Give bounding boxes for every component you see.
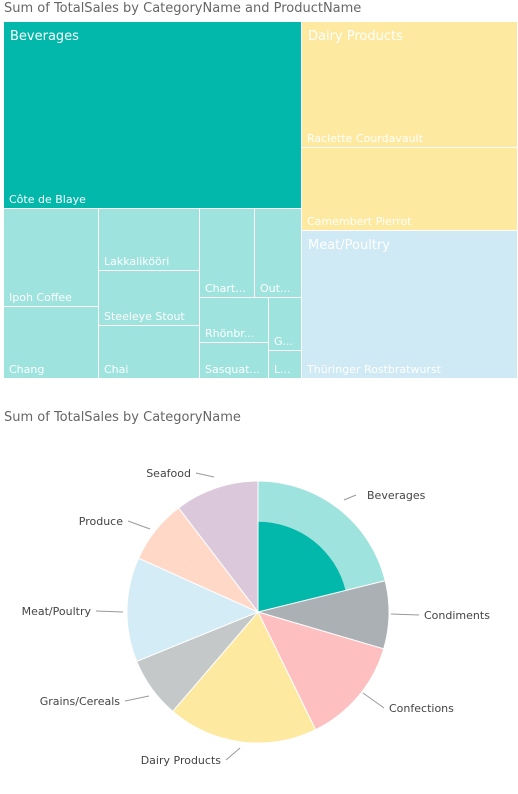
treemap-tile-c-te-de-blaye[interactable]: Beverages Côte de Blaye (4, 22, 302, 209)
treemap-tile-guaran-fant-stica[interactable]: G... (269, 298, 302, 351)
pie-slice-seafood[interactable] (177, 480, 259, 614)
product-label: Chang (9, 363, 45, 376)
leader-line-produce (127, 520, 151, 530)
product-label: G... (274, 335, 294, 348)
pie-label-beverages: Beverages (367, 489, 426, 502)
treemap-tile-chang[interactable]: Chang (4, 307, 99, 379)
product-label: Lakkalikööri (104, 255, 170, 268)
pie-chart[interactable]: Beverages Condiments Confections Dairy Prod… (0, 430, 518, 794)
leader-line-seafood (195, 472, 215, 478)
product-label: Camembert Pierrot (307, 215, 412, 228)
pie-label-seafood: Seafood (146, 467, 191, 480)
treemap-title: Sum of TotalSales by CategoryName and Pr… (4, 1, 362, 16)
pie-label-confections: Confections (389, 702, 454, 715)
treemap-tile-th-ringer-rostbratwurst[interactable]: Meat/Poultry Thüringer Rostbratwurst (302, 231, 518, 379)
pie-slice-confections[interactable] (257, 611, 385, 731)
product-label: Ipoh Coffee (9, 291, 72, 304)
leader-line-confections (362, 692, 385, 709)
leader-line-condiments (390, 613, 420, 616)
treemap-tile-steeleye-stout[interactable]: Steeleye Stout (99, 271, 200, 326)
pie-slice-dairy-products[interactable] (171, 611, 317, 744)
pie-slice-meat-poultry[interactable] (126, 557, 260, 663)
category-label: Beverages (10, 29, 79, 44)
product-label: Rhönbr... (205, 327, 255, 340)
treemap-tile-rh-nbr-u-klosterbier[interactable]: Rhönbr... (200, 298, 269, 343)
treemap-tile-outback-lager[interactable]: Out... (255, 209, 302, 298)
pie-title: Sum of TotalSales by CategoryName (4, 410, 241, 425)
pie-label-meat-poultry: Meat/Poultry (22, 605, 92, 618)
product-label: L... (274, 363, 291, 376)
pie-label-condiments: Condiments (424, 609, 490, 622)
product-label: Out... (260, 282, 291, 295)
treemap-tile-lakkalik-ri[interactable]: Lakkalikööri (99, 209, 200, 271)
category-label: Meat/Poultry (308, 238, 390, 253)
treemap-tile-laughing-lumberjack-lager[interactable]: L... (269, 351, 302, 379)
treemap-tile-chartreuse-verte[interactable]: Chart... (200, 209, 255, 298)
leader-line-grains-cereals (124, 695, 150, 702)
product-label: Chart... (205, 282, 246, 295)
treemap-tile-ipoh-coffee[interactable]: Ipoh Coffee (4, 209, 99, 307)
product-label: Steeleye Stout (104, 310, 185, 323)
product-label: Côte de Blaye (9, 193, 86, 206)
product-label: Sasquat... (205, 363, 260, 376)
pie-label-produce: Produce (79, 515, 123, 528)
category-label: Dairy Products (308, 29, 403, 44)
leader-line-meat-poultry (95, 610, 124, 613)
treemap-tile-sasquatch-ale[interactable]: Sasquat... (200, 343, 269, 379)
treemap-tile-chai[interactable]: Chai (99, 326, 200, 379)
leader-line-dairy-products (225, 747, 241, 761)
product-label: Chai (104, 363, 129, 376)
product-label: Raclette Courdavault (307, 132, 423, 145)
pie-slice-highlight-beverages[interactable] (258, 521, 346, 612)
treemap-tile-camembert-pierrot[interactable]: Camembert Pierrot (302, 148, 518, 231)
product-label: Thüringer Rostbratwurst (307, 363, 441, 376)
pie-label-dairy-products: Dairy Products (141, 754, 222, 767)
treemap-tile-raclette-courdavault[interactable]: Dairy Products Raclette Courdavault (302, 22, 518, 148)
pie-label-grains-cereals: Grains/Cereals (40, 695, 121, 708)
leader-line-beverages (343, 494, 357, 501)
